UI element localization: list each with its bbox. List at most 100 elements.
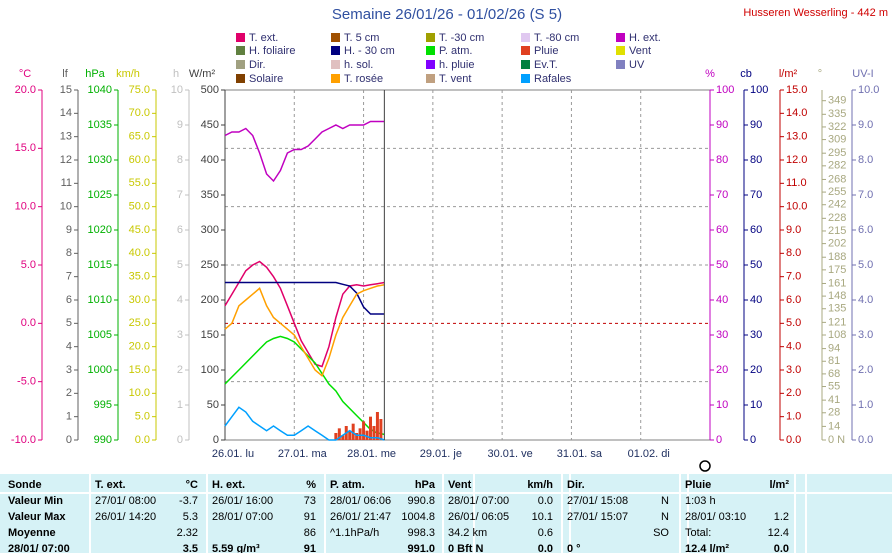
y-tick-label: 7	[177, 189, 183, 201]
table-cell: 0.0	[774, 543, 789, 553]
y-tick-label: 228	[828, 212, 846, 224]
axis-title: h	[173, 68, 179, 80]
y-tick-label: 81	[828, 355, 840, 367]
y-tick-label: 14	[60, 107, 72, 119]
y-tick-label: 188	[828, 251, 846, 263]
y-tick-label: 8.0	[858, 154, 873, 166]
y-tick-label: 10.0	[858, 84, 879, 96]
y-tick-label: 11.0	[786, 177, 807, 189]
table-cell: H. ext.	[212, 479, 245, 491]
y-tick-label: 13.0	[786, 131, 807, 143]
table-cell: 5.3	[183, 511, 198, 523]
axis-title: W/m²	[189, 68, 216, 80]
y-tick-label: 2.0	[786, 387, 801, 399]
y-tick-label: 12	[60, 154, 72, 166]
station-name: Husseren Wesserling - 442 m	[743, 7, 888, 19]
y-tick-label: 10	[716, 399, 728, 411]
y-tick-label: 70	[750, 189, 762, 201]
y-tick-label: 1030	[88, 154, 112, 166]
table-cell: 0.6	[538, 527, 553, 539]
y-tick-label: 0.0	[21, 317, 36, 329]
legend-swatch	[426, 60, 435, 69]
y-tick-label: 0	[716, 434, 722, 446]
bar	[379, 419, 383, 440]
y-tick-label: 9.0	[786, 224, 801, 236]
y-tick-label: 55	[828, 380, 840, 392]
y-tick-label: 55.0	[129, 177, 150, 189]
bar	[351, 423, 355, 440]
table-cell: km/h	[527, 479, 553, 491]
y-tick-label: 5.0	[135, 411, 150, 423]
y-tick-label: 5.0	[858, 259, 873, 271]
axis-title: km/h	[116, 68, 140, 80]
y-tick-label: -10.0	[11, 434, 36, 446]
y-tick-label: 150	[201, 329, 219, 341]
y-tick-label: 0 N	[828, 434, 845, 446]
legend-label: h. sol.	[344, 59, 373, 71]
table-cell: 2.32	[177, 527, 198, 539]
y-tick-label: 350	[201, 189, 219, 201]
series-line	[225, 281, 385, 315]
x-tick-label: 26.01. lu	[212, 448, 254, 460]
legend-swatch	[331, 46, 340, 55]
y-tick-label: 10	[171, 84, 183, 96]
table-cell: 12.4	[768, 527, 789, 539]
legend-swatch	[426, 74, 435, 83]
axis-title: hPa	[85, 68, 105, 80]
y-tick-label: 2	[177, 364, 183, 376]
y-tick-label: 242	[828, 199, 846, 211]
table-cell: ^1.1hPa/h	[330, 527, 379, 539]
y-tick-label: 10.0	[15, 201, 36, 213]
y-tick-label: 250	[201, 259, 219, 271]
y-tick-label: 1040	[88, 84, 112, 96]
table-cell: Pluie	[685, 479, 711, 491]
y-tick-label: 0	[177, 434, 183, 446]
legend-swatch	[616, 60, 625, 69]
y-tick-label: 10	[60, 201, 72, 213]
y-tick-label: 8.0	[786, 247, 801, 259]
y-tick-label: 3.0	[786, 364, 801, 376]
axis-title: l/m²	[779, 68, 798, 80]
bar	[341, 435, 345, 440]
legend-swatch	[236, 74, 245, 83]
legend-label: T. -80 cm	[534, 32, 579, 44]
x-tick-label: 01.02. di	[628, 448, 670, 460]
y-tick-label: 5.0	[21, 259, 36, 271]
axis-title: °C	[19, 68, 31, 80]
bar	[369, 416, 372, 440]
axis-title: %	[705, 68, 715, 80]
bar	[358, 428, 362, 440]
y-tick-label: 100	[750, 84, 768, 96]
table-cell: °C	[186, 479, 198, 491]
y-tick-label: 20.0	[129, 341, 150, 353]
table-cell: 1004.8	[401, 511, 435, 523]
table-cell: 0 °	[567, 543, 581, 553]
table-cell: 0.0	[538, 495, 553, 507]
y-tick-label: 60.0	[129, 154, 150, 166]
y-tick-label: 80	[716, 154, 728, 166]
y-tick-label: 40	[716, 294, 728, 306]
y-tick-label: 3	[66, 364, 72, 376]
y-tick-label: -5.0	[17, 376, 36, 388]
table-cell: 27/01/ 08:00	[95, 495, 156, 507]
y-tick-label: 9	[66, 224, 72, 236]
legend-label: Vent	[629, 45, 651, 57]
legend-label: T. vent	[439, 73, 471, 85]
y-tick-label: 6.0	[858, 224, 873, 236]
legend-label: Pluie	[534, 45, 558, 57]
axis-title: UV-I	[852, 68, 873, 80]
legend-swatch	[521, 74, 530, 83]
y-tick-label: 35.0	[129, 271, 150, 283]
y-tick-label: 1025	[88, 189, 112, 201]
table-cell: 73	[304, 495, 316, 507]
legend-swatch	[521, 33, 530, 42]
y-tick-label: 90	[750, 119, 762, 131]
table-cell: 91	[304, 511, 316, 523]
y-tick-label: 121	[828, 316, 846, 328]
y-tick-label: 50.0	[129, 201, 150, 213]
y-tick-label: 40.0	[129, 247, 150, 259]
table-cell: 10.1	[532, 511, 553, 523]
y-tick-label: 202	[828, 238, 846, 250]
y-tick-label: 215	[828, 225, 846, 237]
